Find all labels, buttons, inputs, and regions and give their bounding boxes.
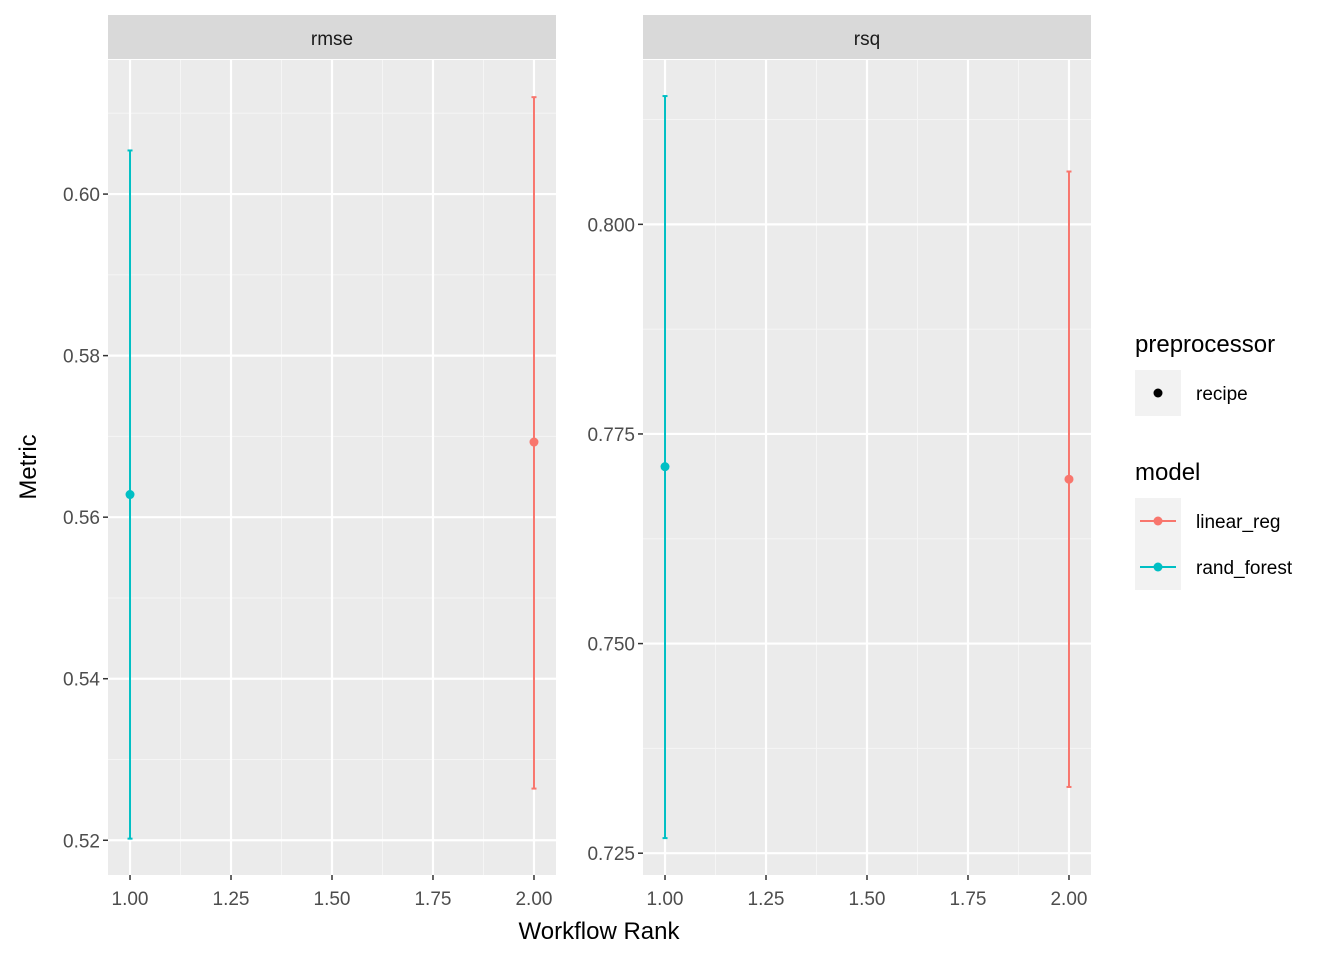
x-tick-label: 2.00 (515, 889, 552, 910)
x-axis-label: Workflow Rank (519, 918, 681, 945)
x-tick-label: 1.00 (647, 889, 684, 910)
y-tick-label: 0.60 (63, 185, 100, 206)
legend-label: linear_reg (1196, 512, 1281, 533)
point-rand_forest (660, 462, 670, 472)
point-linear_reg (529, 437, 539, 447)
y-tick-label: 0.54 (63, 670, 100, 691)
y-tick-label: 0.58 (63, 347, 100, 368)
x-tick-label: 1.75 (414, 889, 451, 910)
legend-label: recipe (1196, 384, 1248, 405)
legend-dot-icon (1153, 516, 1163, 526)
legend: preprocessor recipe model linear_reg rand_fo… (1135, 331, 1293, 590)
y-tick-label: 0.56 (63, 508, 100, 529)
legend-dot-icon (1153, 388, 1163, 398)
legend-title: preprocessor (1135, 331, 1275, 358)
y-axis-label: Metric (15, 434, 42, 499)
x-tick-label: 1.00 (112, 889, 149, 910)
x-tick-label: 1.75 (949, 889, 986, 910)
legend-label: rand_forest (1196, 558, 1293, 579)
point-linear_reg (1064, 474, 1074, 484)
y-tick-label: 0.800 (587, 215, 635, 236)
legend-title: model (1135, 459, 1200, 486)
facet-strip (108, 15, 556, 59)
y-tick-label: 0.52 (63, 831, 100, 852)
facet-strip-label: rmse (311, 29, 353, 50)
x-tick-label: 1.50 (314, 889, 351, 910)
y-tick-label: 0.725 (587, 844, 635, 865)
facet-rsq: rsq 1.00 1.25 1.50 1.75 2.00 0.725 0.750 0.775 0.… (587, 15, 1091, 910)
x-tick-label: 1.25 (748, 889, 785, 910)
x-tick-label: 1.25 (213, 889, 250, 910)
y-tick-label: 0.750 (587, 635, 635, 656)
facet-strip-label: rsq (854, 29, 880, 50)
point-rand_forest (125, 490, 135, 500)
facet-strip (643, 15, 1091, 59)
y-tick-label: 0.775 (587, 425, 635, 446)
x-tick-label: 1.50 (849, 889, 886, 910)
x-tick-label: 2.00 (1050, 889, 1087, 910)
legend-dot-icon (1153, 562, 1163, 572)
facet-rmse: rmse 1.00 1.25 1.50 1.75 2.00 0.52 0.54 0.56 0.58… (63, 15, 556, 910)
